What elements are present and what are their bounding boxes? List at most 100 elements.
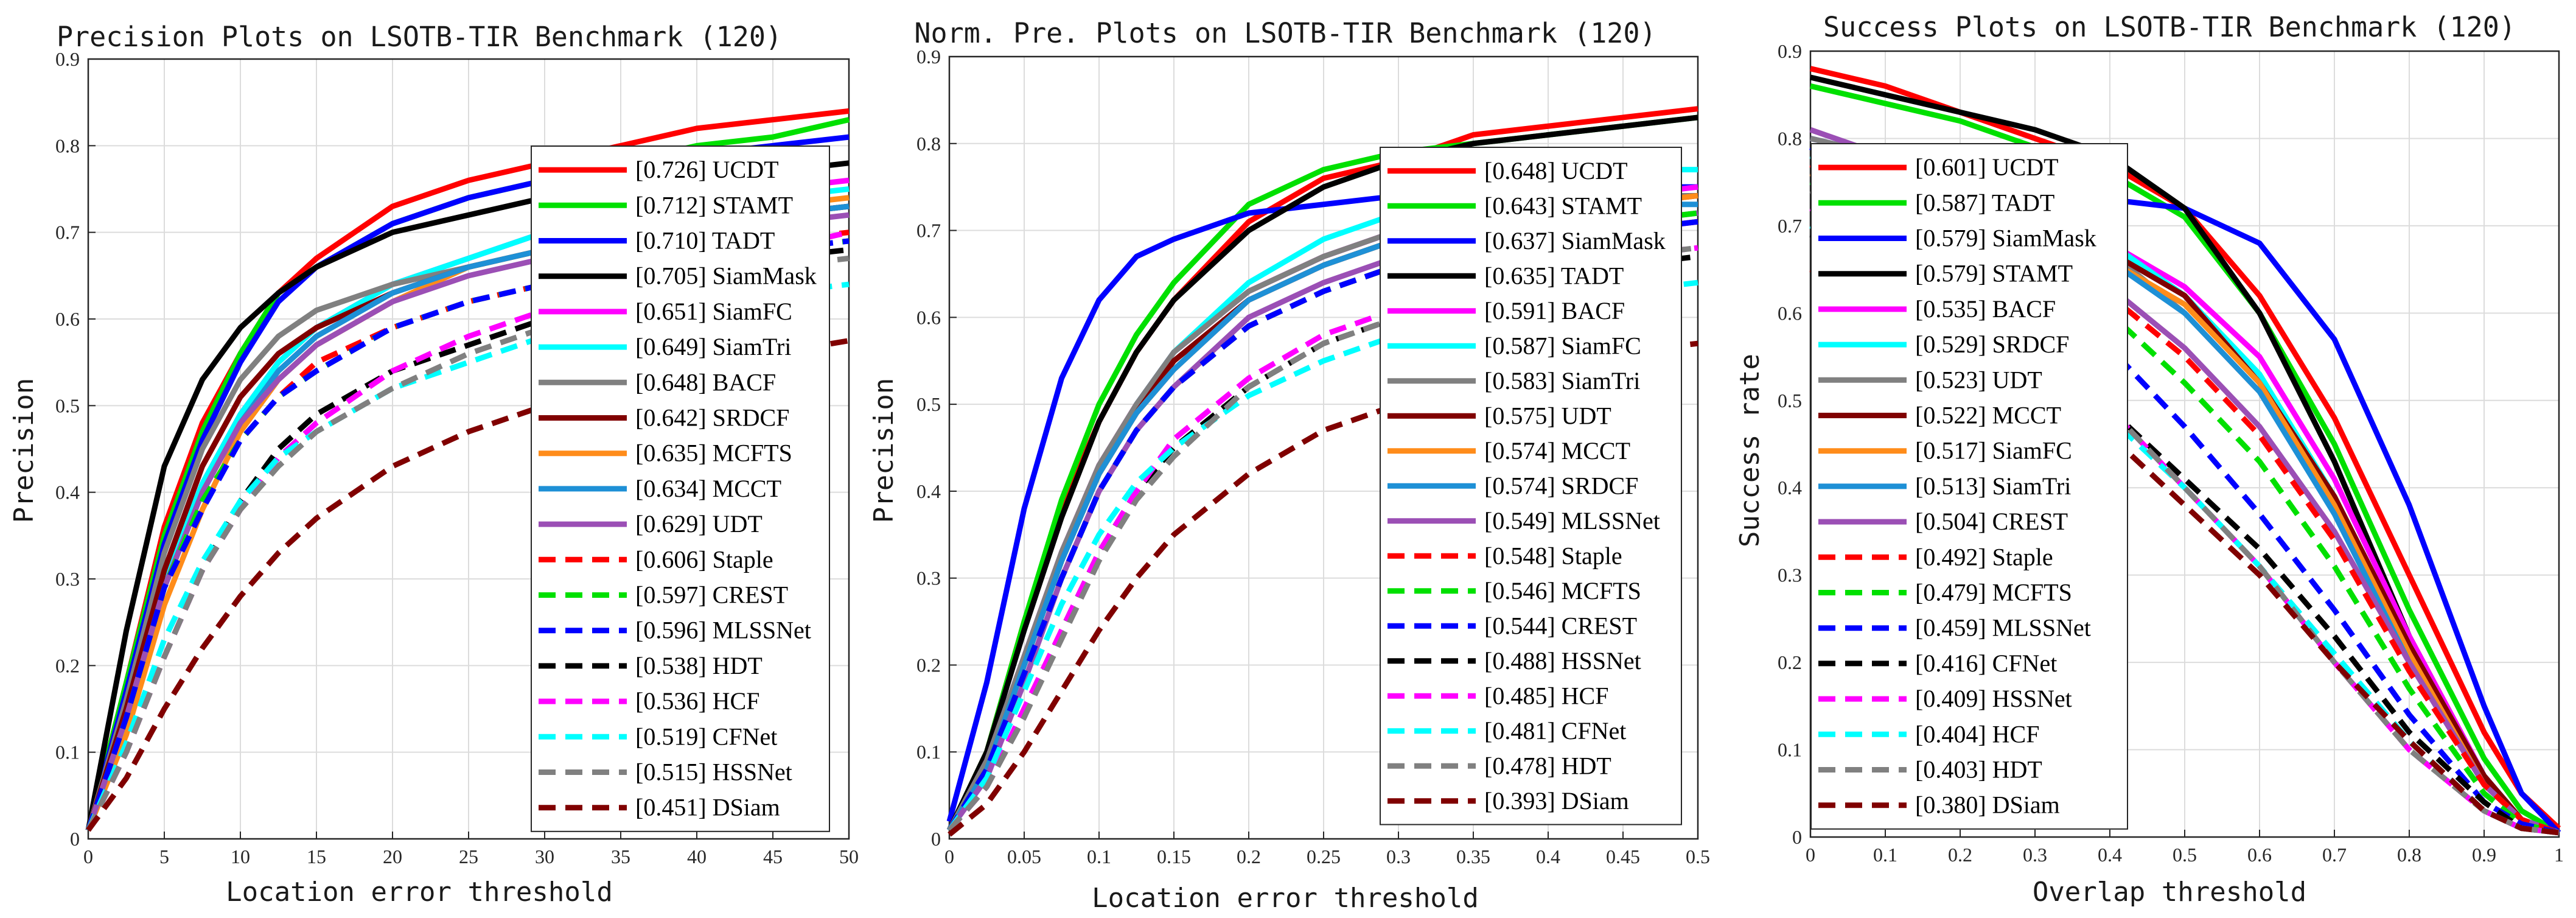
legend-entry-stamt: [0.712] STAMT xyxy=(635,191,793,219)
success-plot-legend: [0.601] UCDT [0.587] TADT [0.579] SiamMask… xyxy=(1810,143,2128,830)
legend-entry-cfnet: [0.481] CFNet xyxy=(1484,717,1626,745)
norm-precision-plot-x-tick-label: 0.3 xyxy=(1386,846,1411,867)
legend-entry-crest: [0.504] CREST xyxy=(1915,508,2068,535)
legend-entry-cfnet: [0.519] CFNet xyxy=(635,723,777,750)
legend-entry-tadt: [0.587] TADT xyxy=(1915,189,2054,216)
legend-entry-staple: [0.606] Staple xyxy=(635,545,773,573)
norm-precision-plot-series-hdt-line xyxy=(947,245,1698,832)
norm-precision-plot-series-hssnet-line xyxy=(947,253,1698,832)
precision-plot-x-tick-label: 40 xyxy=(687,846,707,867)
precision-plot-x-tick-label: 5 xyxy=(159,846,169,867)
norm-precision-plot-y-axis-label: Precision xyxy=(868,378,899,523)
precision-plot-x-tick-label: 20 xyxy=(383,846,402,867)
success-plot-x-tick-label: 0.3 xyxy=(2023,844,2047,866)
success-plot-series-hssnet-line xyxy=(1809,205,2560,836)
norm-precision-plot-x-tick-label: 0 xyxy=(944,846,954,867)
precision-plot-x-tick-label: 25 xyxy=(459,846,478,867)
legend-entry-tadt: [0.710] TADT xyxy=(635,227,775,254)
legend-entry-mlssnet: [0.459] MLSSNet xyxy=(1915,614,2091,642)
precision-plot-x-tick-label: 30 xyxy=(535,846,554,867)
legend-entry-siamtri: [0.583] SiamTri xyxy=(1484,367,1640,394)
success-plot-y-tick-label: 0.1 xyxy=(1778,739,1802,761)
legend-entry-udt: [0.629] UDT xyxy=(635,510,763,538)
success-plot-x-tick-label: 0.8 xyxy=(2397,844,2421,866)
norm-precision-plot-y-tick-label: 0.6 xyxy=(916,306,941,328)
precision-plot-y-tick-label: 0.8 xyxy=(55,135,80,156)
legend-entry-hssnet: [0.515] HSSNet xyxy=(635,759,792,786)
success-plot-title: Success Plots on LSOTB-TIR Benchmark (12… xyxy=(1823,11,2516,43)
norm-precision-plot-x-tick-label: 0.5 xyxy=(1686,846,1710,867)
legend-entry-dsiam: [0.393] DSiam xyxy=(1484,787,1629,815)
norm-precision-plot-x-tick-label: 0.1 xyxy=(1087,846,1111,867)
success-plot-y-tick-label: 0.3 xyxy=(1778,564,1802,586)
success-plot-y-tick-label: 0.8 xyxy=(1778,127,1802,149)
legend-entry-siamtri: [0.513] SiamTri xyxy=(1915,472,2071,500)
norm-precision-plot-x-axis-label: Location error threshold xyxy=(1092,883,1479,914)
legend-entry-udt: [0.575] UDT xyxy=(1484,402,1611,429)
success-plot-x-tick-label: 0.4 xyxy=(2098,844,2122,866)
norm-precision-plot-y-tick-label: 0.4 xyxy=(916,480,941,502)
legend-entry-cfnet: [0.416] CFNet xyxy=(1915,650,2057,677)
success-plot-panel: Success Plots on LSOTB-TIR Benchmark (12… xyxy=(1734,11,2564,908)
legend-entry-hcf: [0.536] HCF xyxy=(635,687,759,715)
precision-plot-y-tick-label: 0.3 xyxy=(55,568,80,590)
success-plot-y-tick-label: 0.7 xyxy=(1778,215,1802,237)
norm-precision-plot-y-tick-label: 0.8 xyxy=(916,133,941,155)
norm-precision-plot-y-tick-label: 0.2 xyxy=(916,654,941,676)
legend-entry-mcfts: [0.479] MCFTS xyxy=(1915,579,2072,606)
legend-entry-ucdt: [0.726] UCDT xyxy=(635,156,779,183)
norm-precision-plot-x-tick-label: 0.35 xyxy=(1456,846,1490,867)
legend-entry-srdcf: [0.529] SRDCF xyxy=(1915,331,2069,358)
success-plot-y-tick-label: 0.4 xyxy=(1778,477,1802,499)
legend-entry-hssnet: [0.488] HSSNet xyxy=(1484,647,1641,674)
norm-precision-plot-x-tick-label: 0.45 xyxy=(1606,846,1640,867)
norm-precision-plot-panel: Norm. Pre. Plots on LSOTB-TIR Benchmark … xyxy=(868,17,1710,914)
precision-plot-y-tick-label: 0.5 xyxy=(55,394,80,416)
norm-precision-plot-title: Norm. Pre. Plots on LSOTB-TIR Benchmark … xyxy=(914,17,1656,49)
precision-plot-y-tick-label: 0.4 xyxy=(55,482,80,503)
legend-entry-srdcf: [0.642] SRDCF xyxy=(635,404,789,432)
legend-entry-mcfts: [0.546] MCFTS xyxy=(1484,577,1641,604)
legend-entry-srdcf: [0.574] SRDCF xyxy=(1484,472,1638,499)
precision-plot-x-tick-label: 0 xyxy=(83,846,93,867)
legend-entry-crest: [0.597] CREST xyxy=(635,581,788,609)
legend-entry-bacf: [0.591] BACF xyxy=(1484,297,1625,324)
precision-plot-x-tick-label: 10 xyxy=(231,846,250,867)
legend-entry-stamt: [0.643] STAMT xyxy=(1484,192,1642,219)
success-plot-x-tick-label: 0.2 xyxy=(1948,844,1972,866)
success-plot-x-tick-label: 0.5 xyxy=(2173,844,2197,866)
legend-entry-bacf: [0.535] BACF xyxy=(1915,295,2056,323)
legend-entry-staple: [0.492] Staple xyxy=(1915,543,2053,570)
success-plot-y-tick-label: 0 xyxy=(1792,826,1802,848)
legend-entry-bacf: [0.648] BACF xyxy=(635,368,776,396)
norm-precision-plot-series-tadt-line xyxy=(946,114,1698,832)
legend-entry-mcct: [0.522] MCCT xyxy=(1915,402,2061,429)
legend-entry-hdt: [0.403] HDT xyxy=(1915,756,2042,783)
success-plot-y-tick-label: 0.6 xyxy=(1778,302,1802,324)
legend-entry-tadt: [0.635] TADT xyxy=(1484,262,1624,289)
legend-entry-hcf: [0.404] HCF xyxy=(1915,720,2039,748)
norm-precision-plot-y-tick-label: 0.3 xyxy=(916,567,941,589)
precision-plot-title: Precision Plots on LSOTB-TIR Benchmark (… xyxy=(57,21,782,53)
success-plot-x-tick-label: 0.7 xyxy=(2322,844,2347,866)
precision-plot-x-tick-label: 50 xyxy=(839,846,859,867)
precision-plot-x-axis-label: Location error threshold xyxy=(226,877,613,908)
legend-entry-siamfc: [0.587] SiamFC xyxy=(1484,332,1641,359)
precision-plot-x-tick-label: 15 xyxy=(307,846,326,867)
success-plot-series-hdt-line xyxy=(1809,188,2560,836)
norm-precision-plot-legend: [0.648] UCDT [0.643] STAMT [0.637] SiamMas… xyxy=(1380,147,1682,825)
legend-entry-mcct: [0.574] MCCT xyxy=(1484,437,1630,464)
norm-precision-plot-x-tick-label: 0.4 xyxy=(1536,846,1560,867)
legend-entry-hdt: [0.478] HDT xyxy=(1484,752,1611,779)
legend-entry-siamtri: [0.649] SiamTri xyxy=(635,333,791,360)
norm-precision-plot-x-tick-label: 0.15 xyxy=(1157,846,1191,867)
legend-entry-mlssnet: [0.549] MLSSNet xyxy=(1484,507,1660,534)
legend-entry-dsiam: [0.380] DSiam xyxy=(1915,791,2060,819)
success-plot-x-tick-label: 0.6 xyxy=(2247,844,2272,866)
precision-plot-y-tick-label: 0.2 xyxy=(55,654,80,676)
precision-plot-panel: Precision Plots on LSOTB-TIR Benchmark (… xyxy=(9,21,859,908)
precision-plot-y-tick-label: 0.1 xyxy=(55,741,80,763)
legend-entry-dsiam: [0.451] DSiam xyxy=(635,794,780,821)
precision-plot-y-tick-label: 0 xyxy=(70,828,80,850)
